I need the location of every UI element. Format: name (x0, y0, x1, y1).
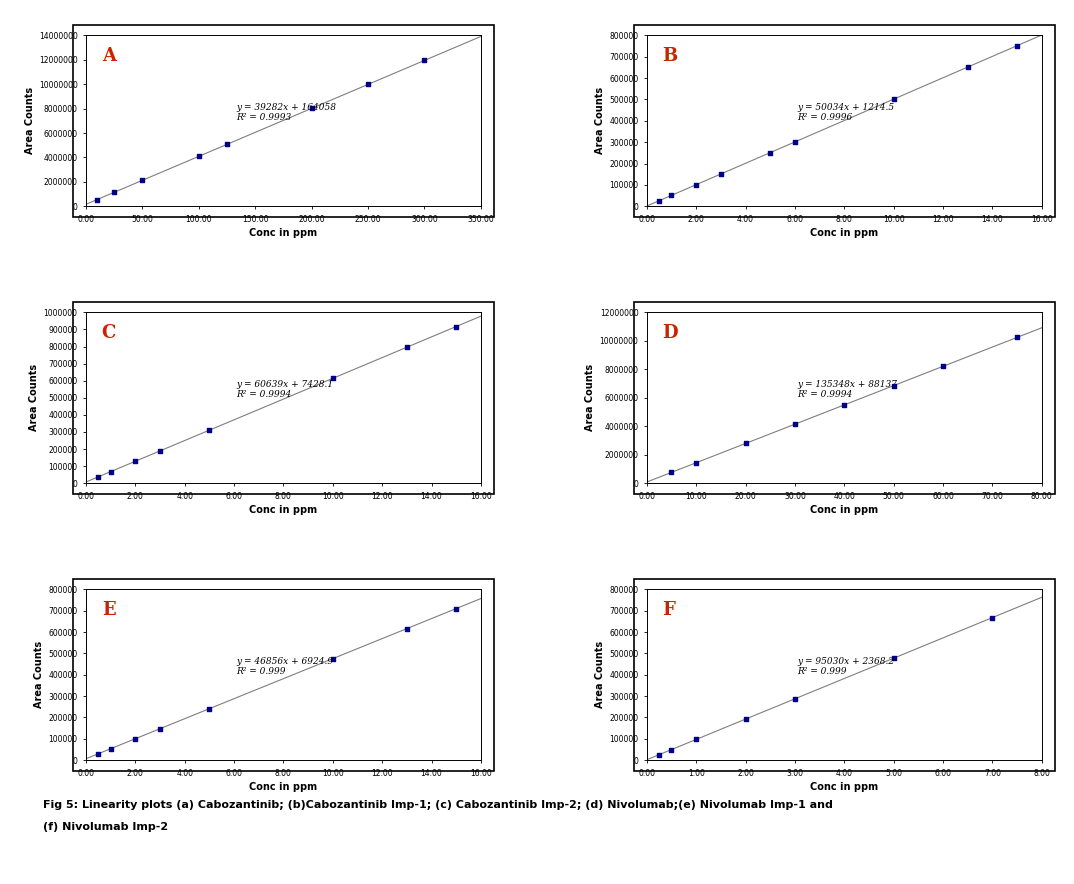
X-axis label: Conc in ppm: Conc in ppm (249, 505, 318, 514)
Point (127, 454, 144, 469)
Y-axis label: Area Counts: Area Counts (595, 641, 605, 708)
Point (89, 747, 106, 761)
Point (761, 146, 779, 160)
Point (201, 423, 218, 438)
Point (687, 178, 705, 192)
X-axis label: Conc in ppm: Conc in ppm (810, 781, 879, 792)
Point (663, 188, 680, 202)
Point (151, 721, 169, 735)
Point (89, 193, 106, 207)
Point (737, 437, 754, 451)
Point (102, 465, 119, 479)
X-axis label: Conc in ppm: Conc in ppm (249, 228, 318, 238)
Point (786, 135, 803, 149)
Point (448, 319, 465, 333)
Point (398, 621, 416, 636)
Text: (f) Nivolumab Imp-2: (f) Nivolumab Imp-2 (43, 822, 169, 832)
Point (737, 712, 754, 726)
Point (448, 601, 465, 615)
Point (651, 748, 668, 762)
Point (687, 732, 705, 746)
Point (416, 53, 433, 67)
Y-axis label: Area Counts: Area Counts (595, 88, 605, 155)
Point (105, 186, 122, 200)
Point (687, 455, 705, 469)
Text: y = 50034x + 1214.5
R² = 0.9996: y = 50034x + 1214.5 R² = 0.9996 (797, 103, 894, 122)
Point (1008, 39, 1026, 53)
Point (398, 340, 416, 354)
Text: y = 135348x + 88137
R² = 0.9994: y = 135348x + 88137 R² = 0.9994 (797, 379, 897, 399)
Y-axis label: Area Counts: Area Counts (29, 364, 40, 431)
Point (89, 469, 106, 484)
Text: y = 46856x + 6924.9
R² = 0.999: y = 46856x + 6924.9 R² = 0.999 (236, 657, 333, 676)
Text: F: F (663, 601, 676, 620)
X-axis label: Conc in ppm: Conc in ppm (249, 781, 318, 792)
Point (134, 173, 151, 187)
Point (885, 92, 902, 106)
Point (786, 692, 803, 706)
Text: Fig 5: Linearity plots (a) Cabozantinib; (b)Cabozantinib Imp-1; (c) Cabozantinib: Fig 5: Linearity plots (a) Cabozantinib;… (43, 800, 832, 810)
Text: y = 39282x + 164058
R² = 0.9993: y = 39282x + 164058 R² = 0.9993 (236, 103, 336, 122)
Point (324, 652, 342, 666)
Point (959, 60, 976, 74)
Point (1008, 331, 1026, 345)
Point (102, 742, 119, 756)
Text: E: E (102, 601, 115, 620)
Point (324, 371, 342, 385)
Text: y = 95030x + 2368.2
R² = 0.999: y = 95030x + 2368.2 R² = 0.999 (797, 657, 894, 676)
Point (786, 417, 803, 431)
Point (218, 137, 235, 151)
Point (984, 611, 1001, 625)
Point (663, 465, 680, 479)
Point (190, 149, 207, 164)
Point (201, 702, 218, 716)
Y-axis label: Area Counts: Area Counts (25, 88, 34, 155)
Point (151, 444, 169, 458)
Point (885, 652, 902, 666)
Text: C: C (102, 324, 116, 342)
Point (651, 194, 668, 208)
X-axis label: Conc in ppm: Conc in ppm (810, 228, 879, 238)
Point (934, 359, 952, 373)
Point (712, 167, 729, 181)
Y-axis label: Area Counts: Area Counts (34, 641, 44, 708)
Point (360, 77, 377, 91)
Point (663, 743, 680, 757)
Text: y = 60639x + 7428.1
R² = 0.9994: y = 60639x + 7428.1 R² = 0.9994 (236, 379, 333, 399)
Text: B: B (663, 48, 678, 65)
Point (303, 102, 320, 116)
X-axis label: Conc in ppm: Conc in ppm (810, 505, 879, 514)
Point (885, 378, 902, 392)
Text: D: D (663, 324, 678, 342)
Text: A: A (102, 48, 116, 65)
Y-axis label: Area Counts: Area Counts (585, 364, 595, 431)
Point (127, 732, 144, 746)
Point (836, 398, 853, 412)
